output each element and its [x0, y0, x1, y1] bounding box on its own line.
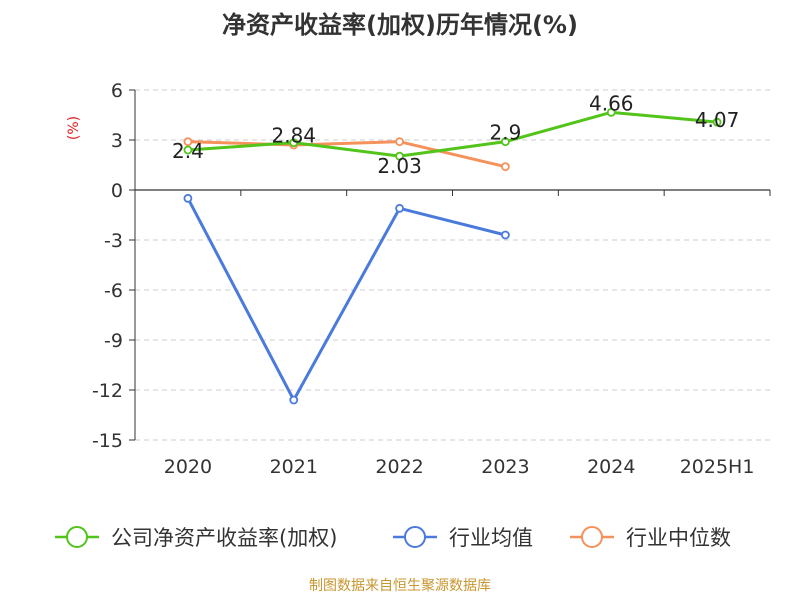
y-tick-label: -6 — [104, 280, 123, 302]
data-point[interactable] — [712, 117, 722, 127]
x-tick-label: 2022 — [375, 456, 423, 478]
y-tick-label: 3 — [111, 130, 123, 152]
y-tick-label: -3 — [104, 230, 123, 252]
y-tick-label: -15 — [92, 430, 123, 452]
x-tick-label: 2021 — [270, 456, 318, 478]
data-point[interactable] — [289, 138, 299, 148]
legend-label[interactable]: 行业均值 — [449, 526, 533, 550]
x-axis: 2020 2021 2022 2023 2024 2025H1 — [134, 189, 771, 478]
data-point[interactable] — [289, 395, 299, 405]
data-point[interactable] — [183, 145, 193, 155]
y-tick-label: -12 — [92, 380, 123, 402]
legend-swatch-marker — [581, 526, 603, 548]
x-tick-label: 2025H1 — [680, 456, 755, 478]
data-point[interactable] — [606, 107, 616, 117]
data-point[interactable] — [395, 137, 404, 147]
data-label: 2.4 — [172, 139, 204, 163]
x-tick-label: 2023 — [481, 456, 529, 478]
y-tick-label: -9 — [104, 330, 123, 352]
legend-swatch-marker — [404, 526, 426, 548]
legend-swatch-marker — [66, 526, 88, 548]
data-point[interactable] — [395, 203, 404, 213]
x-tick-label: 2020 — [164, 456, 212, 478]
data-label: 4.07 — [695, 108, 740, 132]
series-line — [187, 140, 506, 169]
legend[interactable]: 公司净资产收益率(加权) 行业均值 行业中位数 — [55, 526, 731, 550]
data-label: 4.66 — [589, 91, 634, 115]
series-line — [187, 110, 718, 158]
data-point[interactable] — [395, 151, 404, 161]
y-tick-label: 6 — [111, 80, 123, 102]
data-label: 2.9 — [490, 121, 522, 145]
data-point[interactable] — [183, 193, 193, 203]
data-point[interactable] — [501, 162, 510, 172]
gridlines — [135, 89, 770, 441]
data-point[interactable] — [183, 137, 193, 147]
legend-label[interactable]: 行业中位数 — [626, 526, 731, 550]
data-label: 2.84 — [271, 124, 316, 148]
data-point[interactable] — [501, 230, 510, 240]
chart-title: 净资产收益率(加权)历年情况(%) — [222, 11, 578, 39]
series-lines — [183, 107, 722, 405]
data-point[interactable] — [501, 137, 510, 147]
legend-label[interactable]: 公司净资产收益率(加权) — [111, 526, 337, 550]
source-note: 制图数据来自恒生聚源数据库 — [309, 578, 491, 594]
y-axis-ticks: 6 3 0 -3 -6 -9 -12 -15 — [92, 80, 136, 452]
x-tick-label: 2024 — [587, 456, 635, 478]
data-labels: 2.4 2.84 2.03 2.9 4.66 4.07 — [172, 91, 739, 178]
data-label: 2.03 — [377, 154, 422, 178]
y-tick-label: 0 — [111, 180, 123, 202]
y-axis-label: (%) — [66, 116, 82, 140]
series-line — [186, 197, 506, 402]
